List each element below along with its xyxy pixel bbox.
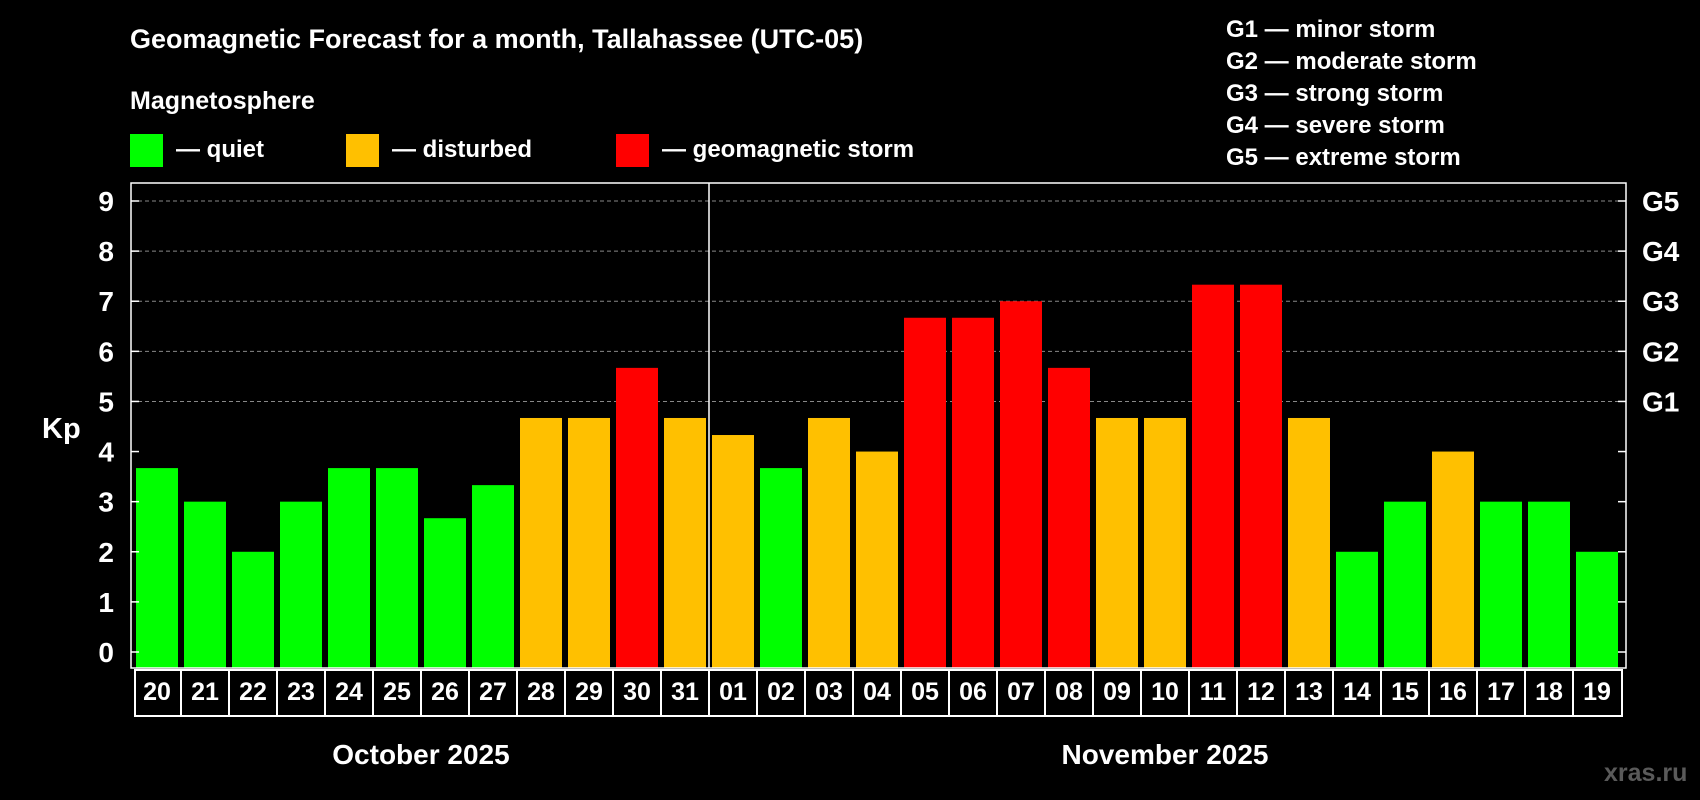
storm-level-g4: G4 — severe storm bbox=[1226, 112, 1445, 139]
kp-bar-11 bbox=[1192, 284, 1234, 668]
right-label-g5: G5 bbox=[1642, 186, 1679, 217]
date-label-08: 08 bbox=[1055, 678, 1083, 706]
kp-bar-08 bbox=[1048, 367, 1090, 668]
date-label-20: 20 bbox=[143, 678, 171, 706]
kp-bar-14 bbox=[1336, 551, 1378, 668]
watermark: xras.ru bbox=[1604, 759, 1687, 787]
kp-bar-20 bbox=[136, 468, 178, 668]
date-label-07: 07 bbox=[1007, 678, 1035, 706]
month-label-november: November 2025 bbox=[1061, 739, 1268, 770]
plot-frame bbox=[130, 182, 1627, 669]
kp-bar-02 bbox=[760, 468, 802, 668]
right-label-g2: G2 bbox=[1642, 336, 1679, 367]
date-label-09: 09 bbox=[1103, 678, 1131, 706]
kp-bar-22 bbox=[232, 551, 274, 668]
date-label-25: 25 bbox=[383, 678, 411, 706]
kp-bar-26 bbox=[424, 518, 466, 668]
kp-bar-27 bbox=[472, 485, 514, 668]
kp-bar-12 bbox=[1240, 284, 1282, 668]
date-label-21: 21 bbox=[191, 678, 219, 706]
right-label-g1: G1 bbox=[1642, 386, 1679, 417]
y-tick-label-3: 3 bbox=[98, 487, 114, 518]
kp-bar-10 bbox=[1144, 417, 1186, 668]
kp-bar-06 bbox=[952, 317, 994, 668]
date-label-17: 17 bbox=[1487, 678, 1515, 706]
kp-bar-25 bbox=[376, 468, 418, 668]
y-tick-label-9: 9 bbox=[98, 186, 114, 217]
y-tick-label-2: 2 bbox=[98, 537, 114, 568]
kp-bar-03 bbox=[808, 417, 850, 668]
y-tick-label-5: 5 bbox=[98, 386, 114, 417]
date-label-31: 31 bbox=[671, 678, 699, 706]
date-label-13: 13 bbox=[1295, 678, 1323, 706]
kp-bar-05 bbox=[904, 317, 946, 668]
legend-swatch-quiet bbox=[130, 134, 163, 167]
date-label-28: 28 bbox=[527, 678, 555, 706]
date-label-04: 04 bbox=[863, 678, 891, 706]
legend-label-quiet: — quiet bbox=[176, 136, 264, 163]
date-label-18: 18 bbox=[1535, 678, 1563, 706]
kp-bar-17 bbox=[1480, 501, 1522, 668]
date-label-03: 03 bbox=[815, 678, 843, 706]
date-label-10: 10 bbox=[1151, 678, 1179, 706]
kp-bar-04 bbox=[856, 451, 898, 668]
kp-bar-09 bbox=[1096, 417, 1138, 668]
storm-level-g5: G5 — extreme storm bbox=[1226, 144, 1461, 171]
kp-bar-07 bbox=[1000, 301, 1042, 668]
right-label-g4: G4 bbox=[1642, 236, 1680, 267]
date-label-29: 29 bbox=[575, 678, 603, 706]
kp-bar-24 bbox=[328, 468, 370, 668]
date-label-02: 02 bbox=[767, 678, 795, 706]
y-tick-label-6: 6 bbox=[98, 336, 114, 367]
date-label-14: 14 bbox=[1343, 678, 1371, 706]
kp-bar-01 bbox=[712, 435, 754, 668]
storm-level-g2: G2 — moderate storm bbox=[1226, 48, 1477, 75]
date-strip bbox=[134, 669, 1623, 717]
legend-heading: Magnetosphere bbox=[130, 87, 315, 115]
right-label-g3: G3 bbox=[1642, 286, 1679, 317]
kp-bar-30 bbox=[616, 367, 658, 668]
date-label-01: 01 bbox=[719, 678, 747, 706]
date-label-24: 24 bbox=[335, 678, 363, 706]
date-label-12: 12 bbox=[1247, 678, 1275, 706]
date-label-26: 26 bbox=[431, 678, 459, 706]
y-axis-label: Kp bbox=[42, 413, 81, 445]
kp-bar-13 bbox=[1288, 417, 1330, 668]
y-tick-label-1: 1 bbox=[98, 587, 114, 618]
legend-label-disturbed: — disturbed bbox=[392, 136, 532, 163]
y-tick-label-7: 7 bbox=[98, 286, 114, 317]
storm-level-g1: G1 — minor storm bbox=[1226, 16, 1435, 43]
date-label-19: 19 bbox=[1583, 678, 1611, 706]
date-label-30: 30 bbox=[623, 678, 651, 706]
y-tick-label-8: 8 bbox=[98, 236, 114, 267]
date-label-05: 05 bbox=[911, 678, 939, 706]
date-label-27: 27 bbox=[479, 678, 507, 706]
kp-bar-19 bbox=[1576, 551, 1618, 668]
date-label-06: 06 bbox=[959, 678, 987, 706]
kp-bar-31 bbox=[664, 417, 706, 668]
kp-bar-16 bbox=[1432, 451, 1474, 668]
storm-level-g3: G3 — strong storm bbox=[1226, 80, 1443, 107]
date-label-22: 22 bbox=[239, 678, 267, 706]
y-tick-label-4: 4 bbox=[98, 437, 114, 468]
kp-bar-29 bbox=[568, 417, 610, 668]
month-label-october: October 2025 bbox=[332, 739, 509, 770]
legend-label-storm: — geomagnetic storm bbox=[662, 136, 914, 163]
date-label-23: 23 bbox=[287, 678, 315, 706]
legend-swatch-disturbed bbox=[346, 134, 379, 167]
y-tick-label-0: 0 bbox=[98, 637, 114, 668]
date-label-16: 16 bbox=[1439, 678, 1467, 706]
kp-bar-18 bbox=[1528, 501, 1570, 668]
kp-bar-15 bbox=[1384, 501, 1426, 668]
kp-bar-23 bbox=[280, 501, 322, 668]
legend-swatch-storm bbox=[616, 134, 649, 167]
chart-title: Geomagnetic Forecast for a month, Tallah… bbox=[130, 24, 863, 54]
kp-bar-21 bbox=[184, 501, 226, 668]
date-label-15: 15 bbox=[1391, 678, 1419, 706]
kp-bar-28 bbox=[520, 417, 562, 668]
date-label-11: 11 bbox=[1200, 678, 1227, 706]
